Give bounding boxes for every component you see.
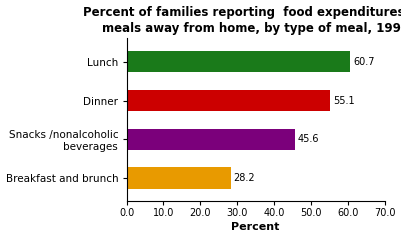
Bar <box>126 90 330 111</box>
X-axis label: Percent: Percent <box>231 223 280 233</box>
Text: 45.6: 45.6 <box>298 134 319 144</box>
Bar <box>126 51 350 72</box>
Title: Percent of families reporting  food expenditures for
meals away from home, by ty: Percent of families reporting food expen… <box>83 5 401 35</box>
Text: 55.1: 55.1 <box>333 95 354 105</box>
Bar <box>126 129 295 150</box>
Bar <box>126 167 231 189</box>
Text: 28.2: 28.2 <box>233 173 255 183</box>
Text: 60.7: 60.7 <box>353 57 375 67</box>
